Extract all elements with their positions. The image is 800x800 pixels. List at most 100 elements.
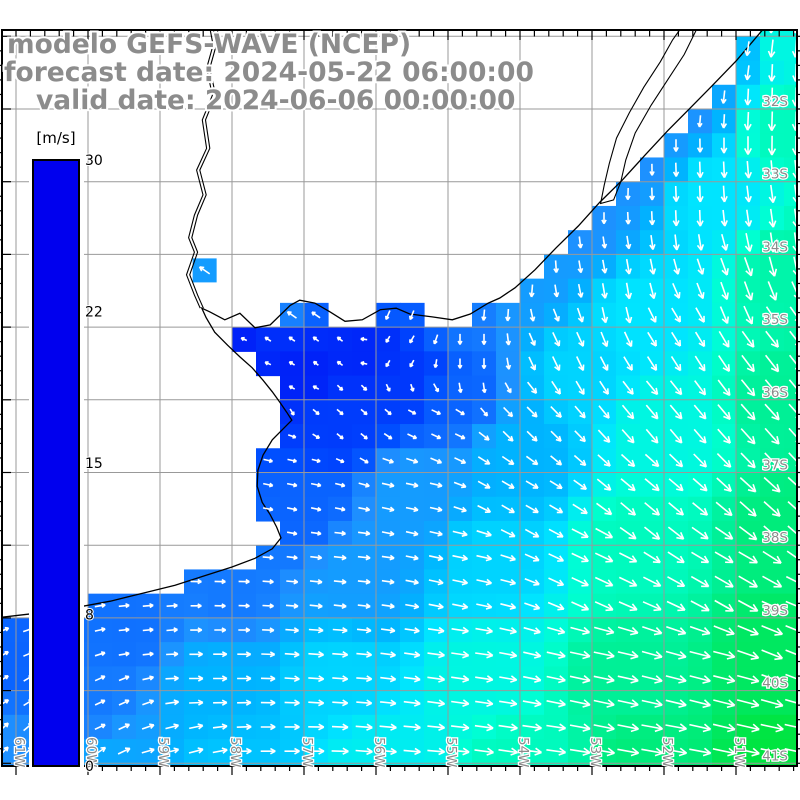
wave-arrow [308,626,324,634]
wave-arrow [285,603,299,609]
wave-arrow [760,698,784,709]
wave-arrow [525,480,539,489]
wave-arrow [593,699,615,708]
wave-arrow [550,430,562,442]
wave-arrow [260,723,276,731]
wave-arrow [190,627,203,633]
wave-arrow [599,380,609,395]
wave-arrow [672,162,680,177]
wave-arrow [577,236,584,249]
wave-arrow [644,478,660,492]
wave-arrow [453,506,467,513]
wave-arrow [569,699,591,708]
wave-arrow [575,356,585,372]
wave-arrow [738,525,758,541]
lagoon-outline [599,30,697,205]
wave-arrow [500,554,516,562]
wave-arrow [308,723,325,731]
wave-arrow [384,408,392,416]
wave-arrow [214,578,226,585]
wave-arrow [383,432,393,440]
wave-arrow [690,575,710,588]
wave-arrow [335,482,346,488]
wave-arrow [595,527,614,539]
wave-arrow [331,747,349,755]
lat-label: 33S [762,167,788,183]
wave-arrow [407,409,417,415]
wave-arrow [403,675,421,683]
wave-arrow [720,137,728,154]
wave-arrow [451,699,470,707]
wave-arrow [522,699,542,708]
wave-arrow [601,236,608,249]
wave-arrow [118,602,130,609]
wave-arrow [642,601,662,612]
wave-arrow [621,429,635,444]
wave-arrow [476,602,493,610]
ocean-cell [784,642,797,667]
wave-arrow [47,772,57,779]
wave-arrow [694,380,707,396]
wave-arrow [714,599,734,612]
wave-arrow [571,552,589,563]
ocean-cell [688,763,713,766]
ocean-cell [784,30,797,37]
wave-arrow [768,232,777,253]
wave-arrow [574,430,586,443]
wave-arrow [644,502,661,516]
wave-arrow [665,772,686,779]
wave-arrow [673,258,681,275]
wave-arrow [477,456,491,465]
wave-arrow [474,723,494,732]
ocean-cell [520,763,545,766]
lon-label: 60W [83,737,99,768]
wave-arrow [736,699,760,709]
wave-arrow [744,41,751,57]
ocean-cell [112,763,137,766]
wave-arrow [601,259,608,274]
wave-arrow [763,525,781,541]
coastline [2,30,764,618]
wave-arrow [764,403,780,421]
wave-arrow [697,115,703,128]
wave-arrow [743,136,753,155]
wave-arrow [743,305,754,325]
wave-arrow [739,477,757,493]
wave-arrow [427,747,446,756]
wave-arrow [213,651,228,658]
ocean-cell [784,230,797,255]
ocean-cell [16,763,41,766]
wave-arrow [767,135,777,156]
wave-arrow [310,482,322,488]
wave-arrow [669,453,684,468]
wave-arrow [311,458,321,464]
ocean-cell [424,763,449,766]
wave-arrow [260,699,276,707]
wave-arrow [617,650,639,660]
wave-arrow [357,603,371,609]
lat-label: 40S [762,676,788,692]
wave-arrow [717,404,731,420]
lon-label: 53W [587,737,603,768]
wave-arrow [689,625,711,636]
wave-arrow [359,457,369,464]
wave-arrow [71,771,81,779]
ocean-cell [784,205,797,231]
wave-arrow [719,306,729,325]
wave-arrow [286,311,297,319]
wave-arrow [694,355,706,372]
wave-arrow [672,282,681,299]
wave-arrow [310,554,323,561]
lat-label: 41S [762,748,788,764]
wave-arrow [286,554,298,561]
wave-arrow [356,699,373,707]
ocean-cell [760,763,785,766]
wave-arrow [720,185,728,203]
wave-arrow [410,383,415,392]
wave-arrow [2,675,9,681]
wave-arrow [451,650,470,659]
wave-arrow [546,773,565,780]
wave-arrow [358,482,370,488]
wave-arrow [737,649,760,660]
wave-arrow [263,458,274,464]
